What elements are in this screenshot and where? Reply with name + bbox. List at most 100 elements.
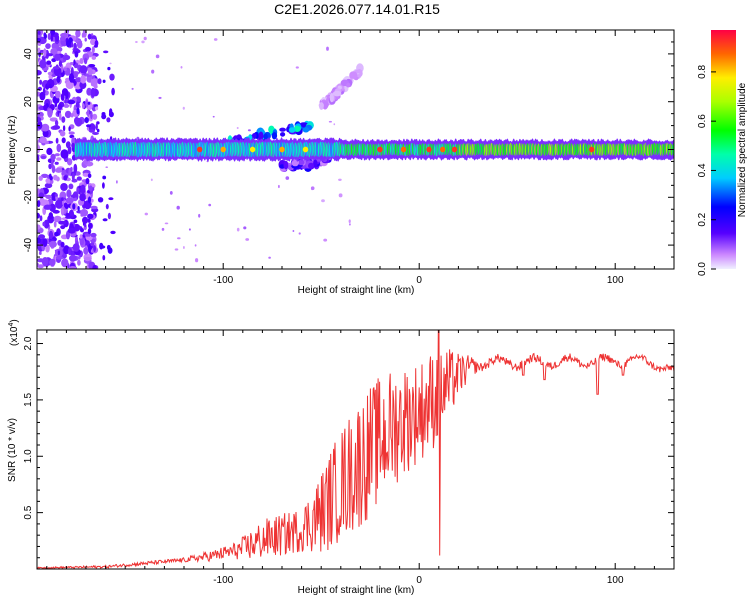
noise-dot (87, 173, 92, 179)
spectrogram-y-label: Frequency (Hz) (7, 116, 18, 185)
noise-dot (188, 228, 191, 231)
noise-blob (45, 244, 50, 253)
noise-blob (54, 53, 61, 61)
y-tick-label: 0.5 (23, 505, 34, 519)
noise-blob (41, 257, 49, 266)
noise-dot (63, 175, 68, 181)
noise-blob (55, 199, 64, 209)
noise-dot (37, 200, 41, 208)
signal-peak (451, 146, 458, 153)
noise-blob (48, 240, 57, 248)
noise-blob (63, 103, 70, 108)
noise-blob (76, 186, 80, 195)
spectrogram-panel: -100 0 100 40 20 0 -20 -40 Height of straight … (7, 29, 675, 296)
noise-dot (48, 83, 52, 89)
y-tick-label: 1.0 (23, 449, 34, 463)
noise-dot (143, 36, 147, 41)
noise-blob (52, 209, 60, 214)
noise-blob (39, 59, 47, 69)
snr-panel: -100 0 100 0.5 1.0 1.5 2.0 Height of straight… (7, 319, 675, 596)
noise-dot (164, 222, 169, 225)
noise-blob (56, 157, 62, 161)
noise-blob (68, 131, 75, 135)
noise-dot (87, 227, 92, 235)
noise-blob (69, 62, 74, 65)
noise-dot (106, 117, 111, 123)
noise-blob (41, 123, 50, 132)
noise-dot (338, 178, 342, 181)
noise-dot (49, 173, 52, 179)
noise-blob (75, 77, 82, 83)
colorbar-tick-label: 0.8 (697, 64, 708, 78)
noise-dot (131, 87, 134, 90)
noise-blob (65, 197, 74, 204)
drift-blob (252, 133, 257, 139)
drift-blob (332, 90, 342, 97)
noise-blob (54, 193, 58, 197)
noise-dot (54, 231, 59, 237)
noise-blob (88, 243, 92, 254)
noise-dot (183, 246, 185, 249)
noise-dot (68, 126, 71, 132)
drift-blob (308, 162, 315, 170)
noise-blob (79, 58, 84, 64)
noise-blob (83, 256, 92, 261)
noise-blob (67, 227, 76, 234)
spectrogram-x-ticks: -100 0 100 (46, 30, 675, 286)
noise-blob (79, 234, 83, 239)
spectrogram-image (37, 30, 674, 269)
noise-dot (69, 79, 75, 83)
noise-blob (37, 69, 42, 76)
noise-blob (80, 184, 86, 194)
snr-scale-label: (x104) (8, 319, 20, 346)
noise-blob (74, 117, 83, 127)
noise-dot (95, 123, 98, 131)
noise-dot (55, 137, 59, 144)
noise-blob (75, 30, 81, 38)
noise-dot (310, 186, 315, 190)
snr-y-ticks: 0.5 1.0 1.5 2.0 (23, 336, 674, 559)
drift-blob (349, 71, 358, 79)
noise-dot (150, 178, 153, 182)
colorbar-tick-label: 0.2 (697, 212, 708, 226)
noise-dot (71, 142, 75, 149)
noise-blob (54, 101, 58, 108)
noise-dot (88, 222, 93, 229)
noise-blob (90, 205, 98, 210)
noise-blob (46, 53, 54, 57)
noise-dot (236, 127, 239, 129)
noise-blob (63, 67, 67, 72)
noise-dot (87, 101, 91, 105)
noise-blob (71, 172, 75, 181)
noise-dot (109, 108, 113, 116)
noise-blob (60, 241, 65, 248)
noise-blob (90, 78, 98, 87)
snr-frame (36, 329, 675, 570)
noise-blob (38, 175, 43, 181)
spectrogram-y-ticks: 40 20 0 -20 -40 (23, 29, 674, 270)
signal-peak (249, 146, 256, 153)
y-tick-label: 40 (23, 48, 34, 60)
noise-blob (65, 213, 70, 217)
noise-blob (50, 153, 56, 161)
noise-blob (65, 90, 69, 100)
noise-blob (64, 110, 72, 119)
noise-blob (60, 93, 65, 101)
noise-dot (116, 180, 118, 184)
drift-blob (283, 160, 289, 170)
noise-dot (37, 86, 43, 91)
noise-blob (37, 116, 42, 123)
noise-blob (82, 159, 88, 165)
noise-dot (102, 182, 105, 189)
noise-blob (48, 163, 52, 170)
noise-blob (79, 81, 87, 90)
noise-dot (109, 73, 115, 81)
noise-dot (102, 79, 106, 84)
noise-blob (69, 254, 77, 262)
noise-dot (99, 245, 106, 249)
noise-dot (102, 175, 107, 180)
drift-blob (263, 133, 268, 140)
noise-blob (53, 215, 62, 223)
noise-dot (169, 191, 173, 195)
noise-blob (44, 182, 53, 189)
